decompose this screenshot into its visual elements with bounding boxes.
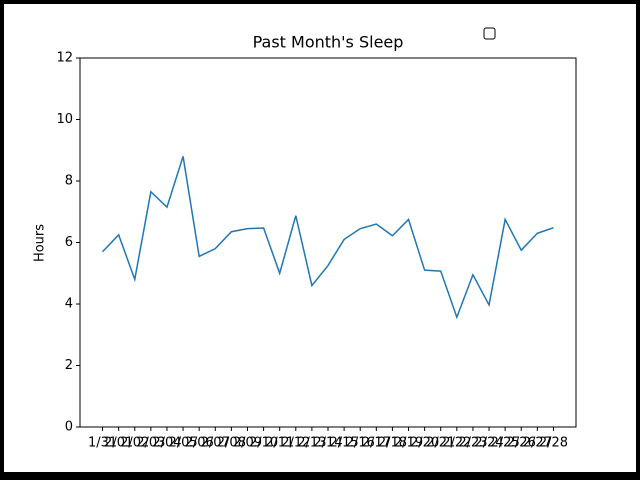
x-tick-label: 2/08 (217, 436, 246, 451)
x-tick-label: 2/03 (136, 436, 165, 451)
x-tick-label: 2/14 (313, 436, 342, 451)
x-tick-label: 2/20 (410, 436, 439, 451)
x-tick-label: 2/05 (168, 436, 197, 451)
figure-background (4, 4, 636, 472)
y-tick-label: 4 (65, 297, 73, 312)
x-tick-label: 2/13 (297, 436, 326, 451)
x-tick-label: 2/16 (346, 436, 375, 451)
chart-title: Past Month's Sleep (253, 33, 404, 52)
x-tick-label: 2/02 (120, 436, 149, 451)
x-tick-label: 2/23 (458, 436, 487, 451)
y-tick-label: 0 (65, 420, 73, 435)
x-tick-label: 2/27 (523, 436, 552, 451)
y-axis-label: Hours (33, 224, 48, 262)
x-tick-label: 2/10 (249, 436, 278, 451)
x-tick-label: 1/31 (88, 436, 117, 451)
x-tick-label: 2/12 (281, 436, 310, 451)
y-tick-label: 2 (65, 358, 73, 373)
x-tick-label: 2/15 (330, 436, 359, 451)
x-tick-label: 2/22 (442, 436, 471, 451)
x-tick-label: 2/09 (233, 436, 262, 451)
y-tick-label: 8 (65, 174, 73, 189)
x-tick-label: 2/28 (539, 436, 568, 451)
x-tick-label: 2/04 (152, 436, 181, 451)
x-tick-label: 2/01 (104, 436, 133, 451)
y-tick-label: 12 (56, 51, 73, 66)
x-tick-label: 2/11 (265, 436, 294, 451)
line-series (102, 156, 554, 320)
x-tick-label: 2/07 (201, 436, 230, 451)
x-tick-label: 2/19 (394, 436, 423, 451)
x-tick-label: 2/26 (507, 436, 536, 451)
x-tick-label: 2/17 (362, 436, 391, 451)
x-tick-label: 2/21 (426, 436, 455, 451)
x-tick-label: 2/24 (474, 436, 503, 451)
x-tick-label: 2/25 (491, 436, 520, 451)
y-tick-label: 10 (56, 112, 73, 127)
legend-box (483, 27, 496, 40)
x-tick-label: 2/18 (378, 436, 407, 451)
x-tick-label: 2/06 (185, 436, 214, 451)
y-tick-label: 6 (65, 235, 73, 250)
